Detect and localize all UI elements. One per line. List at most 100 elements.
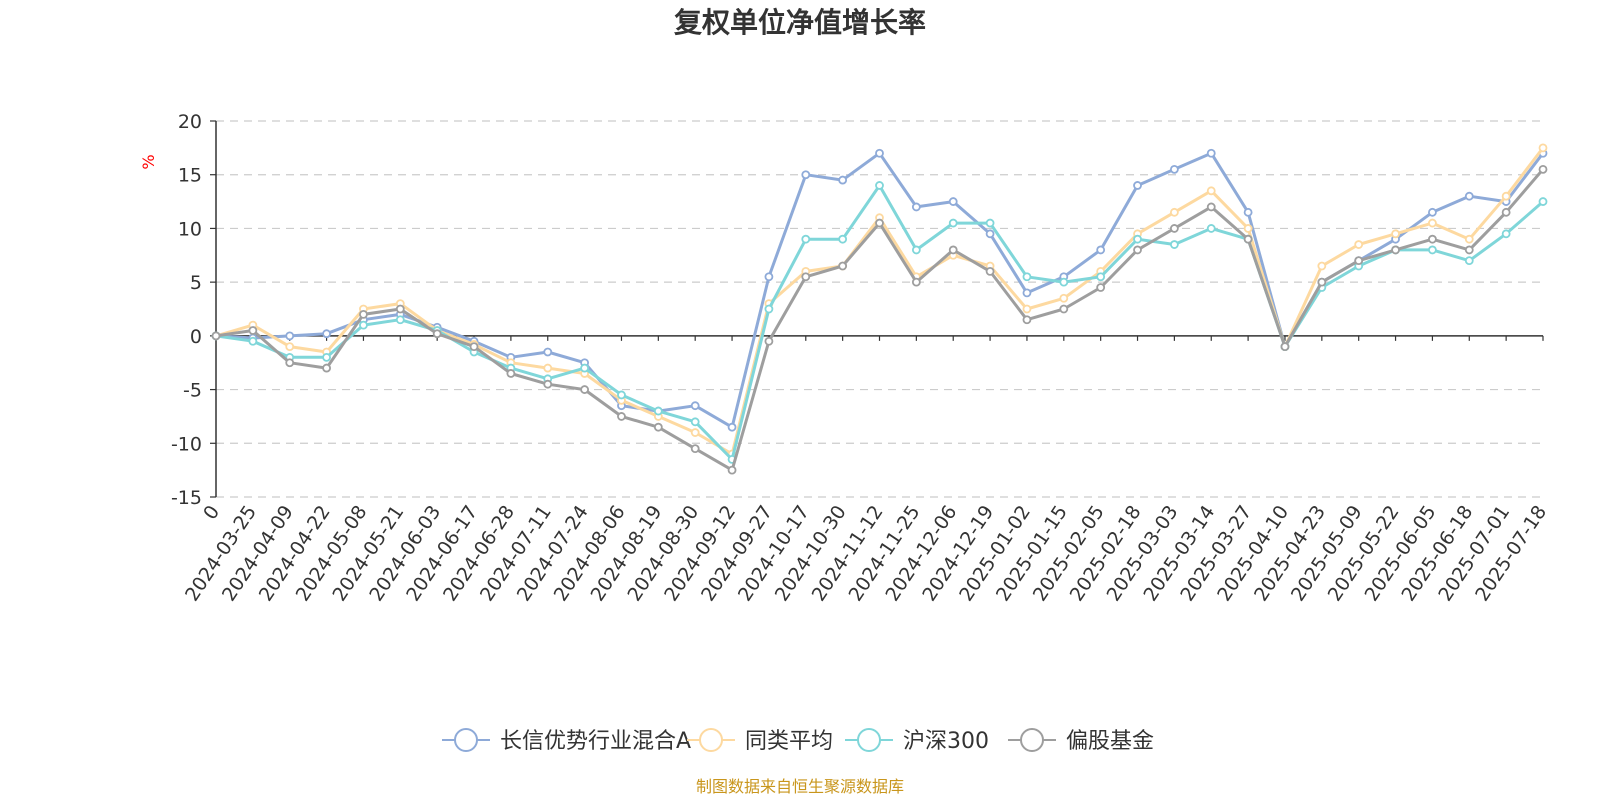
data-point: [911, 202, 921, 212]
data-point: [1059, 304, 1069, 314]
legend-label: 偏股基金: [1066, 729, 1154, 754]
data-point: [1133, 234, 1142, 244]
data-point: [506, 369, 516, 378]
grid-lines: [210, 120, 1543, 498]
axes: [215, 121, 1543, 497]
data-point: [1096, 272, 1106, 282]
legend-item-2: 同类平均: [687, 728, 833, 754]
data-point: [1428, 207, 1437, 217]
data-point: [1464, 256, 1474, 266]
data-point: [248, 336, 258, 346]
data-point: [1538, 164, 1548, 174]
data-point: [580, 385, 590, 394]
legend-label: 沪深300: [903, 729, 989, 754]
data-point: [985, 229, 995, 239]
data-point: [1391, 229, 1400, 239]
source-note: 制图数据来自恒生聚源数据库: [696, 777, 904, 796]
data-point: [395, 304, 405, 314]
data-point: [1059, 277, 1069, 287]
data-point: [1317, 277, 1327, 287]
data-point: [322, 363, 331, 373]
chart-title: 复权单位净值增长率: [674, 6, 926, 39]
data-point: [359, 309, 368, 319]
data-point: [432, 329, 442, 339]
legend-item-3: 沪深300: [845, 728, 989, 754]
data-point: [1464, 234, 1474, 244]
data-point: [1464, 245, 1474, 255]
data-point: [948, 197, 958, 206]
data-point: [1169, 240, 1179, 249]
data-point: [359, 320, 368, 330]
y-tick-label: 20: [178, 111, 202, 133]
data-point: [1243, 207, 1253, 217]
data-point: [1022, 315, 1032, 325]
data-point: [1280, 342, 1290, 352]
data-point: [801, 170, 811, 180]
data-point: [1096, 245, 1106, 255]
data-point: [1354, 240, 1364, 249]
data-point: [285, 331, 295, 341]
data-point: [1169, 224, 1179, 233]
data-point: [1206, 148, 1216, 158]
data-point: [617, 412, 626, 421]
data-point: [948, 218, 958, 228]
data-point: [1169, 207, 1179, 217]
x-tick-labels: 02024-03-252024-04-092024-04-222024-05-0…: [181, 335, 1551, 605]
data-point: [875, 218, 884, 228]
data-point: [801, 272, 811, 282]
data-point: [1133, 181, 1142, 190]
data-point: [469, 342, 479, 352]
data-point: [838, 234, 848, 244]
series-line-2: [215, 146, 1545, 456]
data-point: [1133, 245, 1142, 255]
legend-item-1: 长信优势行业混合A: [442, 728, 691, 754]
data-point: [690, 417, 700, 427]
data-point: [911, 245, 921, 255]
data-point: [985, 266, 995, 276]
data-point: [1022, 288, 1032, 298]
data-point: [1022, 304, 1032, 314]
legend-marker-icon: [857, 728, 881, 752]
data-point: [875, 181, 884, 190]
y-tick-label: 15: [178, 165, 202, 187]
data-point: [727, 422, 737, 432]
data-point: [1501, 229, 1511, 239]
y-tick-labels: 20 15 10 5 0 -5 -10 -15: [171, 111, 202, 509]
data-point: [1428, 245, 1437, 255]
y-tick-label: 5: [190, 272, 202, 294]
data-point: [395, 315, 405, 325]
legend-marker-icon: [1020, 728, 1044, 752]
data-point: [211, 331, 221, 341]
data-point: [543, 347, 553, 357]
data-point: [1428, 234, 1437, 244]
legend-marker-icon: [454, 728, 478, 752]
y-tick-label: -5: [183, 380, 202, 402]
data-point: [801, 234, 811, 244]
data-point: [1206, 224, 1216, 233]
legend-label: 长信优势行业混合A: [500, 729, 691, 754]
data-point: [1022, 272, 1032, 282]
y-tick-label: 10: [178, 218, 202, 240]
data-point: [838, 175, 848, 185]
series-lines: [211, 143, 1548, 475]
data-point: [1354, 256, 1364, 266]
legend-label: 同类平均: [745, 729, 833, 754]
data-point: [285, 358, 295, 368]
data-point: [1243, 234, 1253, 244]
data-point: [617, 390, 626, 400]
data-point: [1096, 283, 1106, 292]
data-point: [911, 277, 921, 287]
data-point: [322, 329, 331, 339]
y-axis-unit: %: [139, 154, 158, 169]
data-point: [1538, 143, 1548, 153]
data-point: [875, 148, 884, 158]
y-tick-label: -10: [171, 433, 202, 455]
data-point: [690, 444, 700, 454]
data-point: [1538, 197, 1548, 206]
data-point: [322, 352, 331, 362]
data-point: [985, 218, 995, 228]
data-point: [838, 261, 848, 271]
data-point: [653, 422, 663, 432]
data-point: [1428, 218, 1437, 228]
data-point: [580, 363, 590, 373]
